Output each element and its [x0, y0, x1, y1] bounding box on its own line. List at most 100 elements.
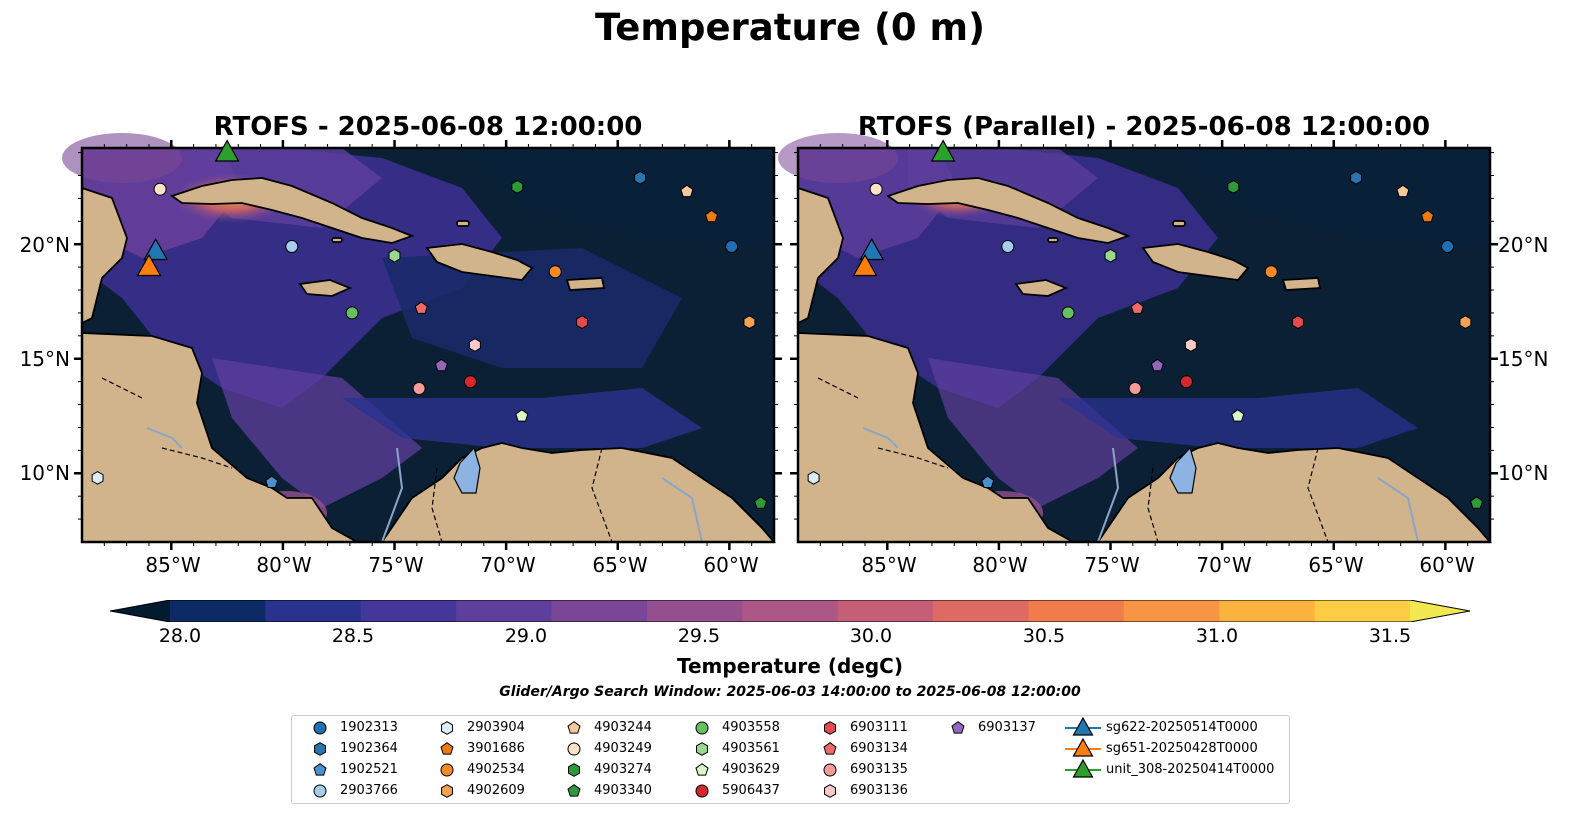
colorbar-segment	[170, 600, 266, 622]
borders	[101, 377, 613, 543]
platform-marker-4903558	[345, 306, 359, 320]
colorbar-segment	[646, 600, 743, 622]
legend-label: 4902534	[467, 762, 525, 777]
platform-marker-4902609	[1459, 315, 1472, 329]
legend-label: 2903766	[340, 783, 398, 798]
colorbar-tick-label: 31.0	[1195, 625, 1239, 647]
glider-marker-sg651-20250428T0000	[136, 253, 162, 277]
legend-item: 2903766	[300, 780, 398, 801]
colorbar-segment	[837, 600, 934, 622]
legend-symbol	[554, 717, 594, 738]
legend-symbol	[810, 759, 850, 780]
glider-marker-unit_308-20250414T0000	[214, 139, 240, 162]
legend-symbol	[427, 717, 467, 738]
legend-item: 4903274	[554, 759, 652, 780]
colorbar-tick-label: 31.5	[1368, 625, 1412, 647]
legend-item: unit_308-20250414T0000	[1060, 758, 1274, 780]
legend-symbol	[810, 738, 850, 759]
legend-symbol	[427, 738, 467, 759]
colorbar-tick-label: 29.5	[677, 625, 721, 647]
legend-label: 1902313	[340, 720, 398, 735]
legend-item: 2903904	[427, 717, 525, 738]
platform-marker-1902521	[265, 475, 279, 488]
platform-marker-4903340	[754, 496, 768, 509]
legend-item: 4903244	[554, 717, 652, 738]
legend-item: sg651-20250428T0000	[1060, 737, 1258, 759]
legend-symbol	[810, 717, 850, 738]
colorbar-segment	[360, 600, 457, 622]
legend-label: 4902609	[467, 783, 525, 798]
platform-marker-6903135	[1128, 382, 1142, 395]
legend-label: sg622-20250514T0000	[1106, 720, 1258, 735]
temperature-colorbar	[110, 600, 1470, 622]
legend-item: 4903340	[554, 780, 652, 801]
map-frame	[74, 140, 782, 550]
platform-marker-5906437	[1179, 375, 1193, 389]
x-tick-label: 65°W	[1308, 553, 1364, 577]
colorbar-segment	[1028, 600, 1125, 622]
legend-symbol	[427, 759, 467, 780]
platform-marker-2903904	[807, 471, 820, 485]
legend-label: 1902364	[340, 741, 398, 756]
legend-item: 1902364	[300, 738, 398, 759]
legend-label: 4903561	[722, 741, 780, 756]
colorbar-segment	[456, 600, 553, 622]
legend-symbol	[554, 759, 594, 780]
map-frame	[790, 140, 1498, 550]
platform-marker-6903137	[1150, 358, 1164, 372]
legend-label: 2903904	[467, 720, 525, 735]
x-tick-label: 80°W	[972, 553, 1028, 577]
legend-symbol	[682, 717, 722, 738]
legend-symbol	[300, 759, 340, 780]
platform-marker-4902609	[743, 315, 756, 329]
platform-marker-1902313	[1441, 240, 1455, 253]
colorbar-segment	[551, 600, 648, 622]
legend-label: 3901686	[467, 741, 525, 756]
x-tick-label: 60°W	[703, 553, 759, 577]
legend-item: 6903135	[810, 759, 908, 780]
x-tick-label: 60°W	[1419, 553, 1475, 577]
platform-marker-6903111	[1292, 315, 1304, 329]
platform-markers	[807, 139, 1484, 509]
platform-marker-4903340	[1470, 496, 1484, 509]
platform-marker-4902534	[548, 265, 562, 279]
search-window-text: Glider/Argo Search Window: 2025-06-03 14…	[499, 684, 1081, 700]
y-tick-label: 20°N	[1498, 233, 1549, 257]
colorbar-label: Temperature (degC)	[677, 654, 903, 678]
platform-marker-6903134	[414, 301, 428, 314]
legend-item: 3901686	[427, 738, 525, 759]
legend-item: 4903558	[682, 717, 780, 738]
platform-marker-6903136	[1184, 338, 1197, 352]
legend-symbol	[938, 717, 978, 738]
legend-symbol	[1060, 737, 1106, 759]
legend-item: 6903134	[810, 738, 908, 759]
colorbar-segment	[933, 600, 1030, 622]
x-tick-label: 85°W	[145, 553, 201, 577]
rivers	[146, 427, 703, 543]
x-tick-label: 70°W	[480, 553, 536, 577]
legend-item: 4903561	[682, 738, 780, 759]
x-tick-label: 65°W	[592, 553, 648, 577]
platform-marker-2903904	[91, 471, 104, 485]
legend-item: 6903136	[810, 780, 908, 801]
glider-marker-unit_308-20250414T0000	[930, 139, 956, 162]
legend-symbol	[554, 780, 594, 801]
colorbar-tick-label: 30.0	[849, 625, 893, 647]
lake-maracaibo	[1169, 446, 1197, 494]
platform-marker-4903249	[869, 182, 883, 196]
platform-marker-6903136	[468, 338, 481, 352]
platform-markers	[91, 139, 768, 509]
platform-marker-1902364	[1350, 170, 1363, 185]
legend-label: 5906437	[722, 783, 780, 798]
y-tick-label: 20°N	[19, 233, 70, 257]
platform-marker-6903111	[576, 315, 588, 329]
colorbar-extend-low	[110, 600, 170, 622]
legend-item: sg622-20250514T0000	[1060, 716, 1258, 738]
glider-marker-sg651-20250428T0000	[852, 253, 878, 277]
legend-symbol	[1060, 758, 1106, 780]
legend-label: 4903244	[594, 720, 652, 735]
legend-item: 4902609	[427, 780, 525, 801]
platform-marker-6903137	[434, 358, 448, 372]
legend-symbol	[810, 780, 850, 801]
colorbar-tick-label: 28.0	[158, 625, 202, 647]
